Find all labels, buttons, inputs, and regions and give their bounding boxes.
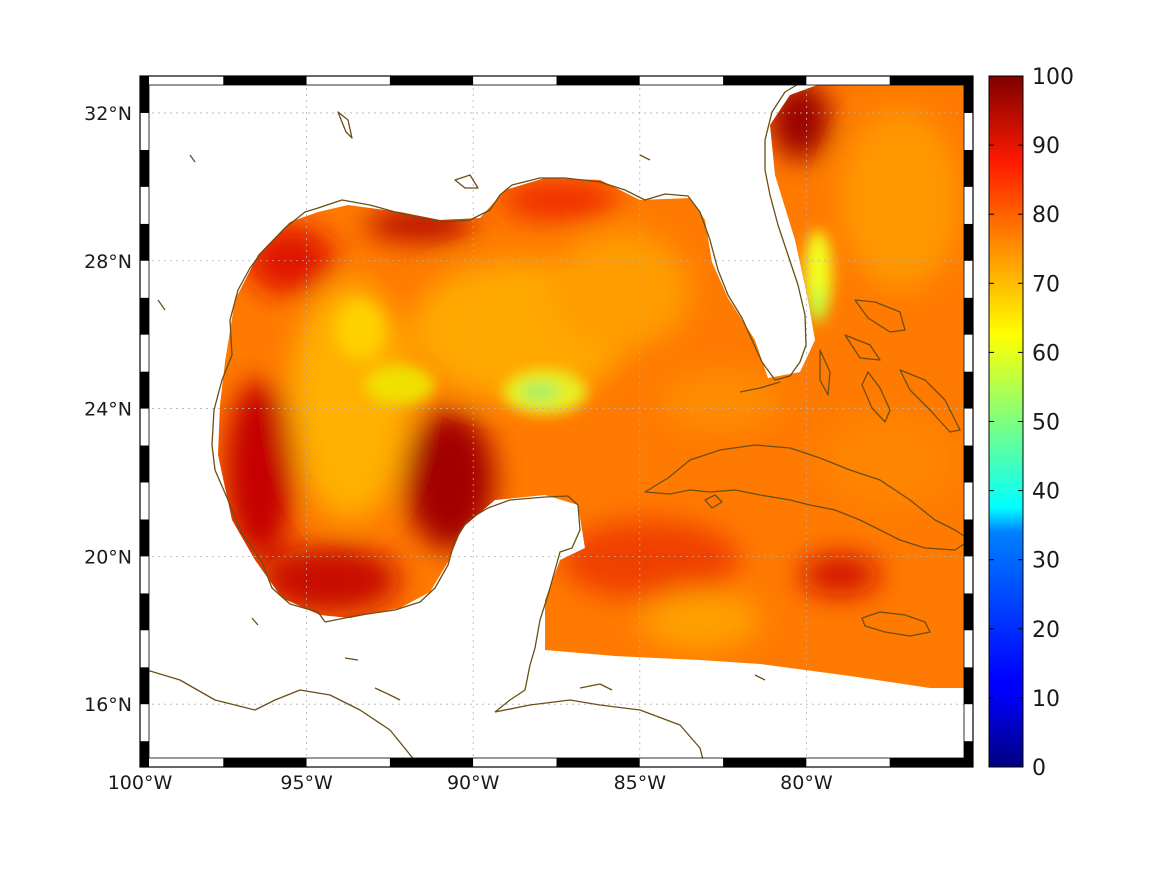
frame-segment	[964, 112, 973, 150]
lat-tick-label: 24°N	[84, 399, 132, 421]
frame-segment	[140, 334, 149, 372]
colorbar-gradient	[988, 75, 1024, 768]
frame-segment	[140, 519, 149, 557]
frame-segment	[223, 758, 307, 767]
colorbar-tick-label: 100	[1032, 65, 1074, 90]
frame-segment	[964, 223, 973, 261]
frame-segment	[964, 593, 973, 631]
frame-segment	[473, 758, 557, 767]
frame-segment	[639, 758, 724, 767]
frame-segment	[964, 260, 973, 298]
frame-segment	[964, 371, 973, 409]
frame-segment	[140, 758, 224, 767]
frame-segment	[140, 667, 149, 705]
frame-segment	[889, 76, 973, 85]
frame-segment	[140, 445, 149, 483]
latitude-tick-labels: 16°N 20°N 24°N 28°N 32°N	[84, 103, 132, 716]
frame-segment	[140, 76, 149, 113]
colorbar-tick-label: 50	[1032, 411, 1060, 436]
colorbar-ticks: 0 10 20 30 40 50 60 70 80 90 100	[989, 65, 1074, 781]
colorbar-tick-label: 0	[1032, 756, 1046, 781]
frame-segment	[223, 76, 307, 85]
frame-segment	[964, 741, 973, 767]
lon-tick-label: 80°W	[780, 772, 833, 794]
frame-segment	[140, 76, 224, 85]
lat-tick-label: 20°N	[84, 546, 132, 568]
frame-segment	[723, 76, 807, 85]
frame-segment	[964, 445, 973, 483]
lon-tick-label: 100°W	[108, 772, 173, 794]
map-frame	[139, 75, 974, 768]
frame-segment	[140, 260, 149, 298]
frame-segment	[964, 482, 973, 520]
frame-outline	[139, 75, 974, 768]
frame-segment	[964, 297, 973, 335]
colorbar-tick-label: 60	[1032, 341, 1060, 366]
coastline	[140, 76, 971, 767]
frame-segment	[306, 76, 390, 85]
frame-segment	[389, 758, 474, 767]
frame-segment	[473, 76, 557, 85]
frame-segment	[140, 704, 149, 742]
frame-segment	[140, 223, 149, 261]
frame-segment	[964, 76, 973, 113]
longitude-tick-labels: 100°W 95°W 90°W 85°W 80°W	[108, 772, 833, 794]
frame-segment	[140, 297, 149, 335]
colorbar: 0 10 20 30 40 50 60 70 80 90 100	[988, 65, 1074, 781]
frame-segment	[806, 758, 890, 767]
frame-segment	[140, 149, 149, 187]
lon-tick-label: 95°W	[280, 772, 333, 794]
colorbar-tick-label: 80	[1032, 203, 1060, 228]
frame-segment	[140, 408, 149, 446]
frame-segment	[806, 76, 890, 85]
frame-segment	[889, 758, 973, 767]
frame-segment	[964, 334, 973, 372]
colorbar-tick-label: 20	[1032, 618, 1060, 643]
frame-segment	[140, 112, 149, 150]
frame-inner-outline	[148, 84, 965, 759]
data-field	[218, 84, 965, 688]
frame-segment	[306, 758, 390, 767]
frame-segment	[556, 758, 640, 767]
frame-segment	[140, 482, 149, 520]
frame-segment	[140, 630, 149, 668]
frame-segment	[556, 76, 640, 85]
frame-segment	[140, 371, 149, 409]
frame-segment	[639, 76, 724, 85]
frame-segment	[964, 704, 973, 742]
colorbar-tick-label: 30	[1032, 549, 1060, 574]
frame-segment	[723, 758, 807, 767]
frame-segment	[140, 186, 149, 224]
lon-tick-label: 85°W	[614, 772, 667, 794]
frame-segment	[964, 408, 973, 446]
colorbar-tick-label: 70	[1032, 272, 1060, 297]
frame-segment	[140, 556, 149, 594]
colorbar-tick-label: 40	[1032, 480, 1060, 505]
lat-tick-label: 28°N	[84, 251, 132, 273]
frame-segment	[964, 519, 973, 557]
frame-segment	[964, 667, 973, 705]
frame-segment	[140, 741, 149, 767]
frame-segment	[964, 186, 973, 224]
colorbar-tick-label: 90	[1032, 134, 1060, 159]
frame-segment	[964, 630, 973, 668]
frame-segment	[964, 149, 973, 187]
colorbar-tick-label: 10	[1032, 687, 1060, 712]
lat-tick-label: 32°N	[84, 103, 132, 125]
frame-segment	[389, 76, 474, 85]
lon-tick-label: 90°W	[447, 772, 500, 794]
lat-tick-label: 16°N	[84, 694, 132, 716]
frame-segment	[140, 593, 149, 631]
frame-segment	[964, 556, 973, 594]
